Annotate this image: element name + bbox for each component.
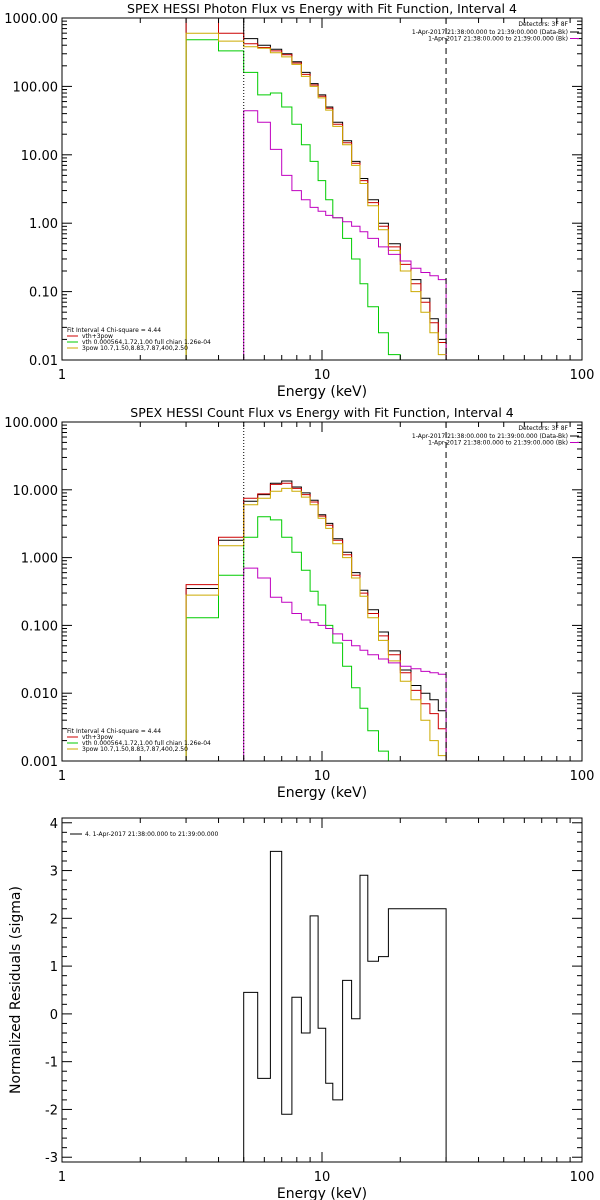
- y-tick-label: -1: [45, 1056, 58, 1071]
- y-tick-label: 10.000: [13, 484, 59, 499]
- y-tick-label: 0.100: [21, 619, 58, 634]
- legend-entry-label: 1-Apr-2017 21:38:00.000 to 21:39:00.000 …: [412, 433, 568, 440]
- y-tick-label: -3: [45, 1151, 58, 1166]
- y-tick-label: 2: [50, 912, 58, 927]
- plot-frame: [61, 17, 583, 361]
- series-line-4: [185, 32, 447, 360]
- y-tick-label: 1: [50, 960, 58, 975]
- legend-entry-label: 1-Apr-2017 21:38:00.000 to 21:39:00.000 …: [428, 36, 568, 43]
- legend-bottom-left: Fit Interval 4 Chi-square = 4.44vth+3pow…: [67, 327, 211, 352]
- series-line-5: [243, 567, 447, 761]
- series-line-1: [185, 18, 447, 360]
- plot-frame: [61, 421, 583, 762]
- plot-area: [185, 18, 447, 360]
- y-tick-label: 100.00: [13, 80, 59, 95]
- series-line-4: [185, 487, 447, 761]
- series-line-1: [185, 480, 447, 761]
- y-tick-label: 0.001: [21, 755, 58, 770]
- x-axis-label: Energy (keV): [277, 785, 367, 801]
- chart-title: SPEX HESSI Photon Flux vs Energy with Fi…: [127, 1, 517, 16]
- y-tick-label: 1000.00: [4, 12, 58, 27]
- legend-entry-label: 3pow 10.7,1.50,8.83,7.87,400,2.50: [82, 345, 188, 352]
- x-tick-label: 10: [314, 1170, 331, 1185]
- x-tick-label: 1: [58, 1170, 66, 1185]
- chart-panel-1: SPEX HESSI Photon Flux vs Energy with Fi…: [4, 1, 594, 400]
- y-tick-label: 1.000: [21, 552, 58, 567]
- legend-header: Detectors: 3F 8F: [518, 21, 568, 28]
- y-tick-label: 0.01: [29, 354, 58, 369]
- legend-top-right: Detectors: 3F 8F1-Apr-2017 21:38:00.000 …: [412, 425, 579, 447]
- y-tick-label: 10.00: [21, 149, 58, 164]
- y-tick-label: 3: [50, 865, 58, 880]
- x-tick-label: 100: [570, 1170, 595, 1185]
- legend-bottom-left: Fit Interval 4 Chi-square = 4.44vth+3pow…: [67, 728, 211, 753]
- series-line-1: [243, 850, 447, 1162]
- y-tick-label: -2: [45, 1103, 58, 1118]
- series-line-3: [185, 39, 447, 360]
- y-tick-label: 4: [50, 817, 58, 832]
- y-tick-label: 0: [50, 1008, 58, 1023]
- y-tick-label: 0.10: [29, 286, 58, 301]
- x-tick-label: 1: [58, 368, 66, 383]
- legend-entry-label: vth 0.000564,1.72,1.00 full chian 1.26e-…: [82, 339, 211, 346]
- legend-top-right: Detectors: 3F 8F1-Apr-2017 21:38:00.000 …: [412, 21, 579, 43]
- y-tick-label: 100.000: [4, 416, 58, 431]
- series-line-5: [243, 110, 447, 360]
- x-tick-label: 1: [58, 769, 66, 784]
- legend-entry-label: vth+3pow: [82, 333, 113, 340]
- legend-header: Detectors: 3F 8F: [518, 425, 568, 432]
- legend-top-left: 4. 1-Apr-2017 21:38:00.000 to 21:39:00.0…: [70, 831, 218, 838]
- plot-frame: [61, 817, 583, 1163]
- x-tick-label: 10: [314, 769, 331, 784]
- x-tick-label: 100: [570, 769, 595, 784]
- x-axis-label: Energy (keV): [277, 1186, 367, 1200]
- legend-entry-label: vth+3pow: [82, 734, 113, 741]
- x-tick-label: 10: [314, 368, 331, 383]
- chart-title: SPEX HESSI Count Flux vs Energy with Fit…: [130, 405, 513, 420]
- chart-panel-3: 1 10 100 -3 -2 -1 0 1 2 3 4 Energy (keV) Normalized …: [8, 817, 594, 1200]
- legend-header: Fit Interval 4 Chi-square = 4.44: [67, 728, 161, 735]
- series-line-3: [185, 516, 447, 761]
- x-axis-label: Energy (keV): [277, 384, 367, 400]
- legend-entry-label: 1-Apr-2017 21:38:00.000 to 21:39:00.000 …: [412, 29, 568, 36]
- x-tick-label: 100: [570, 368, 595, 383]
- legend-entry-label: 3pow 10.7,1.50,8.83,7.87,400,2.50: [82, 746, 188, 753]
- chart-panel-2: SPEX HESSI Count Flux vs Energy with Fit…: [4, 405, 594, 801]
- series-line-2: [185, 482, 447, 761]
- legend-entry-label: 4. 1-Apr-2017 21:38:00.000 to 21:39:00.0…: [85, 831, 218, 838]
- y-axis-label: Normalized Residuals (sigma): [8, 886, 24, 1094]
- plot-area: [243, 850, 447, 1162]
- legend-header: Fit Interval 4 Chi-square = 4.44: [67, 327, 161, 334]
- y-tick-label: 0.010: [21, 687, 58, 702]
- series-line-2: [185, 18, 447, 360]
- legend-entry-label: vth 0.000564,1.72,1.00 full chian 1.26e-…: [82, 740, 211, 747]
- y-tick-label: 1.00: [29, 217, 58, 232]
- plot-area: [185, 480, 447, 761]
- legend-entry-label: 1-Apr-2017 21:38:00.000 to 21:39:00.000 …: [428, 440, 568, 447]
